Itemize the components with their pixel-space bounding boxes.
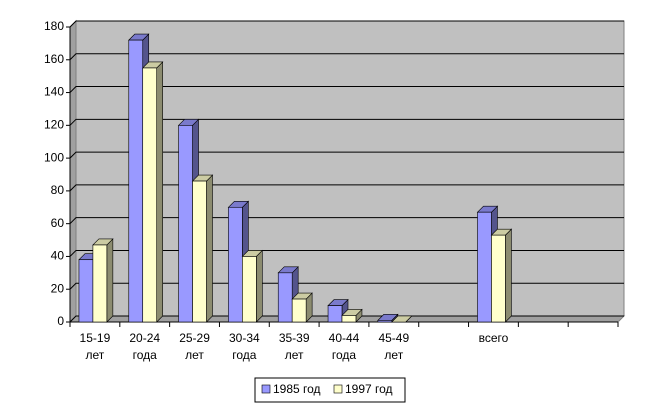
grid-line [69,315,624,323]
bar-side [156,61,163,323]
bar [491,234,506,323]
x-tick-label-line: всего [479,331,509,345]
bar [242,256,257,323]
bar [142,67,157,323]
y-tick-label: 120 [44,118,64,132]
x-tick-label-line: 20-24 [129,331,160,345]
bar-side [206,174,213,323]
x-tick-label-line: лет [384,348,403,362]
x-tick-label-line: 35-39 [279,331,310,345]
x-tick-label-line: лет [86,348,105,362]
bar [228,206,243,323]
x-tick-label: 30-34 года [229,331,260,362]
grid-line [69,249,624,257]
bar [291,298,307,323]
grid-line [69,86,624,93]
y-tick-label: 20 [51,281,65,295]
legend-swatch [333,384,343,394]
bar [128,39,144,323]
bar [192,180,207,323]
x-tick-label: 25-29 лет [179,331,210,362]
x-tick-label-line: лет [185,348,204,362]
x-tick-label: 35-39 лет [279,331,310,362]
bar [341,315,357,323]
bar [277,272,293,323]
bar-side [106,238,114,323]
x-tick-label: 15-19 лет [80,331,111,362]
y-tick-label: 140 [44,85,64,99]
x-tick-label-line: 30-34 [229,331,260,345]
bar-top [391,315,413,323]
x-tick-label-line: года [133,348,158,362]
bar [78,259,94,323]
y-tick-label: 100 [44,150,64,164]
legend-swatch [261,384,271,394]
grid-line [69,118,624,126]
bar [477,211,492,323]
x-tick-label-line: 25-29 [179,331,210,345]
grid-line [69,20,624,28]
bar [92,244,108,323]
bar [178,125,193,323]
grid-line [69,217,624,225]
grid-line [69,151,624,159]
y-tick-label: 160 [44,52,64,66]
x-tick-label: 45-49 лет [378,331,409,362]
y-tick-label: 80 [51,183,65,197]
x-tick-label-line: года [232,348,257,362]
grid-line [69,184,624,192]
grid-line [69,53,624,61]
legend: 1985 год 1997 год [254,377,406,403]
side-wall [69,19,77,324]
x-tick-label-line: 45-49 [378,331,409,345]
legend-label: 1985 год [273,382,321,396]
legend-box [254,377,406,403]
bar-side [256,249,263,323]
x-tick-label: 20-24 года [129,331,160,362]
grid-line [69,282,624,290]
bar-side [505,228,512,323]
x-tick-label-line: года [332,348,357,362]
x-tick-label-line: 40-44 [329,331,360,345]
x-tick-label-line: лет [285,348,304,362]
legend-label: 1997 год [345,382,393,396]
bar [377,320,393,323]
y-tick-label: 40 [51,249,65,263]
x-tick-label: всего [479,331,509,345]
bar [327,305,343,323]
x-tick-label-line: 15-19 [80,331,111,345]
y-tick-label: 0 [57,314,64,328]
y-tick-label: 180 [44,19,64,33]
y-tick-label: 60 [51,216,65,230]
x-tick-label: 40-44 года [329,331,360,362]
